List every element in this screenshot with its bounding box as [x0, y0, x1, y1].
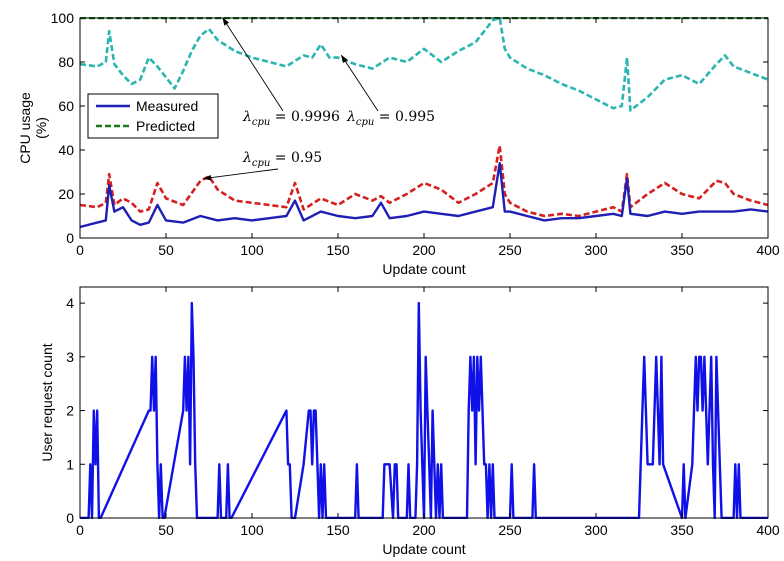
annotation-arrow [203, 168, 279, 181]
y-tick-label: 0 [66, 510, 74, 526]
x-tick-label: 50 [158, 522, 174, 538]
y-tick-label: 1 [66, 456, 74, 472]
x-tick-label: 150 [326, 242, 350, 258]
x-tick-label: 100 [240, 522, 264, 538]
annotation-lambda-cpu: λcpu = 0.9996 [222, 17, 340, 128]
legend-label: Predicted [136, 118, 195, 134]
annotation-label: λcpu = 0.995 [346, 109, 435, 128]
y-tick-label: 0 [66, 230, 74, 246]
y-tick-label: 20 [58, 186, 74, 202]
legend: Measured Predicted [87, 93, 219, 139]
x-tick-label: 250 [498, 242, 522, 258]
x-tick-label: 400 [756, 242, 780, 258]
y-tick-label: 80 [58, 54, 74, 70]
annotation-lambda-cpu: λcpu = 0.995 [340, 54, 435, 128]
x-tick-label: 400 [756, 522, 780, 538]
annotation-arrow [340, 54, 379, 112]
annotation-label: λcpu = 0.9996 [242, 109, 340, 128]
series-line-2 [80, 144, 768, 218]
x-axis-label: Update count [382, 261, 465, 277]
x-tick-label: 0 [76, 242, 84, 258]
x-tick-label: 50 [158, 242, 174, 258]
y-tick-label: 2 [66, 403, 74, 419]
x-tick-label: 0 [76, 522, 84, 538]
y-axis-label: CPU usage(%) [17, 92, 49, 164]
legend-label: Measured [136, 98, 198, 114]
annotation-lambda-cpu: λcpu = 0.95 [203, 150, 322, 181]
x-tick-label: 350 [670, 522, 694, 538]
x-tick-label: 350 [670, 242, 694, 258]
x-tick-label: 300 [584, 522, 608, 538]
annotation-label: λcpu = 0.95 [242, 150, 322, 169]
x-tick-label: 200 [412, 522, 436, 538]
x-axis-label: Update count [382, 541, 465, 557]
y-tick-label: 60 [58, 98, 74, 114]
y-axis-label: User request count [39, 343, 55, 461]
y-tick-label: 4 [66, 295, 74, 311]
series-line-0 [80, 301, 768, 519]
y-tick-label: 3 [66, 349, 74, 365]
x-tick-label: 200 [412, 242, 436, 258]
series-line-3 [80, 161, 768, 229]
cpu-usage-chart: 0 50 100 150 200 250 300 350 400 0 20 40 60 80 100 Upda… [17, 10, 780, 277]
legend-box [87, 93, 219, 139]
user-request-chart: 0 50 100 150 200 250 300 350 400 0 1 2 3 4 Update coun… [39, 286, 780, 557]
x-tick-label: 300 [584, 242, 608, 258]
x-tick-label: 150 [326, 522, 350, 538]
series-line-1 [80, 17, 768, 112]
y-tick-label: 40 [58, 142, 74, 158]
annotation-arrow [222, 17, 284, 112]
x-tick-label: 100 [240, 242, 264, 258]
y-tick-label: 100 [51, 10, 75, 26]
x-tick-label: 250 [498, 522, 522, 538]
